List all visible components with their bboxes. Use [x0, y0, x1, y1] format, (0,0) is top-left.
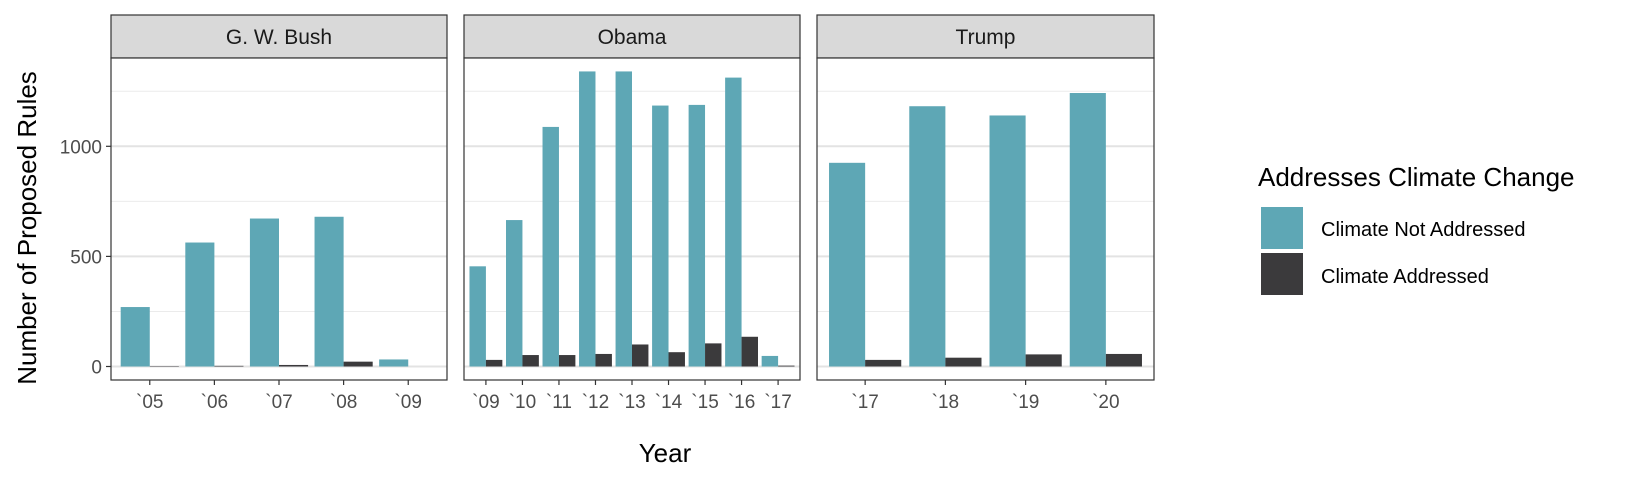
bar-climate-addressed-14 [668, 352, 685, 367]
x-tick-label: `14 [655, 392, 683, 413]
x-tick-label: `20 [1092, 392, 1119, 413]
y-tick-label: 500 [70, 247, 102, 268]
facet-strip [463, 14, 801, 59]
bar-climate-addressed-15 [705, 343, 722, 367]
bar-climate-addressed-13 [632, 344, 649, 367]
x-tick-label: `08 [330, 392, 357, 413]
bar-climate-not-addressed-05 [120, 307, 150, 367]
y-tick-label: 0 [91, 358, 102, 379]
legend-label-climate-not-addressed: Climate Not Addressed [1321, 219, 1526, 241]
bar-climate-not-addressed-06 [185, 242, 215, 367]
bar-climate-addressed-18 [945, 357, 982, 367]
bar-climate-not-addressed-16 [725, 77, 742, 367]
facet-obama: Obama `09 `10 `11 `12 `13 `14 `15 `16 `17 [463, 14, 801, 413]
legend: Addresses Climate Change Climate Not Add… [1258, 162, 1575, 295]
bar-climate-not-addressed-19 [989, 115, 1026, 367]
legend-title: Addresses Climate Change [1258, 162, 1575, 192]
bar-climate-addressed-10 [522, 355, 539, 367]
bar-climate-not-addressed-08 [314, 216, 344, 367]
facet-g-w-bush: G. W. Bush `05 `06 `07 `08 `09 [110, 14, 448, 413]
x-tick-label: `15 [691, 392, 718, 413]
x-axis-title: Year [639, 438, 692, 468]
panel-border [816, 57, 1155, 381]
x-tick-label: `05 [136, 392, 163, 413]
x-tick-label: `11 [546, 392, 572, 413]
x-tick-label: `09 [472, 392, 499, 413]
facet-strip [110, 14, 448, 59]
x-tick-label: `06 [201, 392, 228, 413]
x-tick-label: `16 [728, 392, 755, 413]
bar-climate-not-addressed-09 [379, 359, 409, 367]
facet-strip [816, 14, 1155, 59]
legend-label-climate-addressed: Climate Addressed [1321, 266, 1489, 288]
bar-climate-not-addressed-07 [249, 218, 279, 367]
y-axis-title: Number of Proposed Rules [12, 71, 42, 385]
x-tick-label: `12 [582, 392, 609, 413]
bar-climate-not-addressed-12 [579, 71, 596, 367]
bar-climate-not-addressed-18 [909, 106, 946, 367]
facet-title: Trump [956, 26, 1016, 49]
facet-title: G. W. Bush [226, 26, 332, 49]
x-tick-label: `10 [509, 392, 536, 413]
facet-panels: G. W. Bush `05 `06 `07 `08 `09 Obama `09 `10 `11 `… [110, 14, 1155, 413]
bar-climate-addressed-08 [343, 361, 373, 367]
bar-climate-addressed-17 [778, 365, 795, 367]
bar-climate-not-addressed-17 [829, 162, 866, 367]
bar-climate-addressed-16 [741, 336, 758, 367]
bar-climate-addressed-06 [214, 365, 244, 367]
bar-climate-addressed-20 [1105, 353, 1142, 367]
bar-climate-not-addressed-17 [761, 355, 779, 367]
x-tick-label: `18 [932, 392, 959, 413]
bar-climate-not-addressed-20 [1069, 93, 1106, 367]
y-axis: 0 500 1000 [60, 137, 111, 379]
bar-climate-not-addressed-10 [506, 220, 523, 367]
x-tick-label: `09 [394, 392, 421, 413]
legend-key-climate-not-addressed [1261, 207, 1303, 249]
legend-key-climate-addressed [1261, 253, 1303, 295]
x-tick-label: `19 [1012, 392, 1039, 413]
x-tick-label: `07 [265, 392, 292, 413]
bar-climate-not-addressed-11 [542, 126, 559, 367]
facet-title: Obama [598, 26, 667, 49]
bar-climate-not-addressed-15 [688, 104, 706, 367]
panel-border [463, 57, 801, 381]
x-tick-label: `17 [764, 392, 791, 413]
panel-border [110, 57, 448, 381]
x-tick-label: `17 [851, 392, 878, 413]
bar-climate-not-addressed-14 [652, 105, 669, 367]
bar-climate-addressed-17 [865, 359, 902, 367]
bar-climate-addressed-12 [595, 353, 612, 367]
bar-climate-addressed-19 [1025, 354, 1062, 367]
y-tick-label: 1000 [60, 137, 102, 158]
facet-trump: Trump `17 `18 `19 `20 [816, 14, 1155, 413]
bar-climate-addressed-11 [558, 355, 576, 367]
bar-climate-addressed-07 [279, 364, 309, 367]
bar-climate-addressed-09 [485, 359, 503, 367]
bar-climate-not-addressed-09 [469, 266, 486, 367]
bar-climate-not-addressed-13 [615, 71, 632, 367]
x-tick-label: `13 [618, 392, 645, 413]
